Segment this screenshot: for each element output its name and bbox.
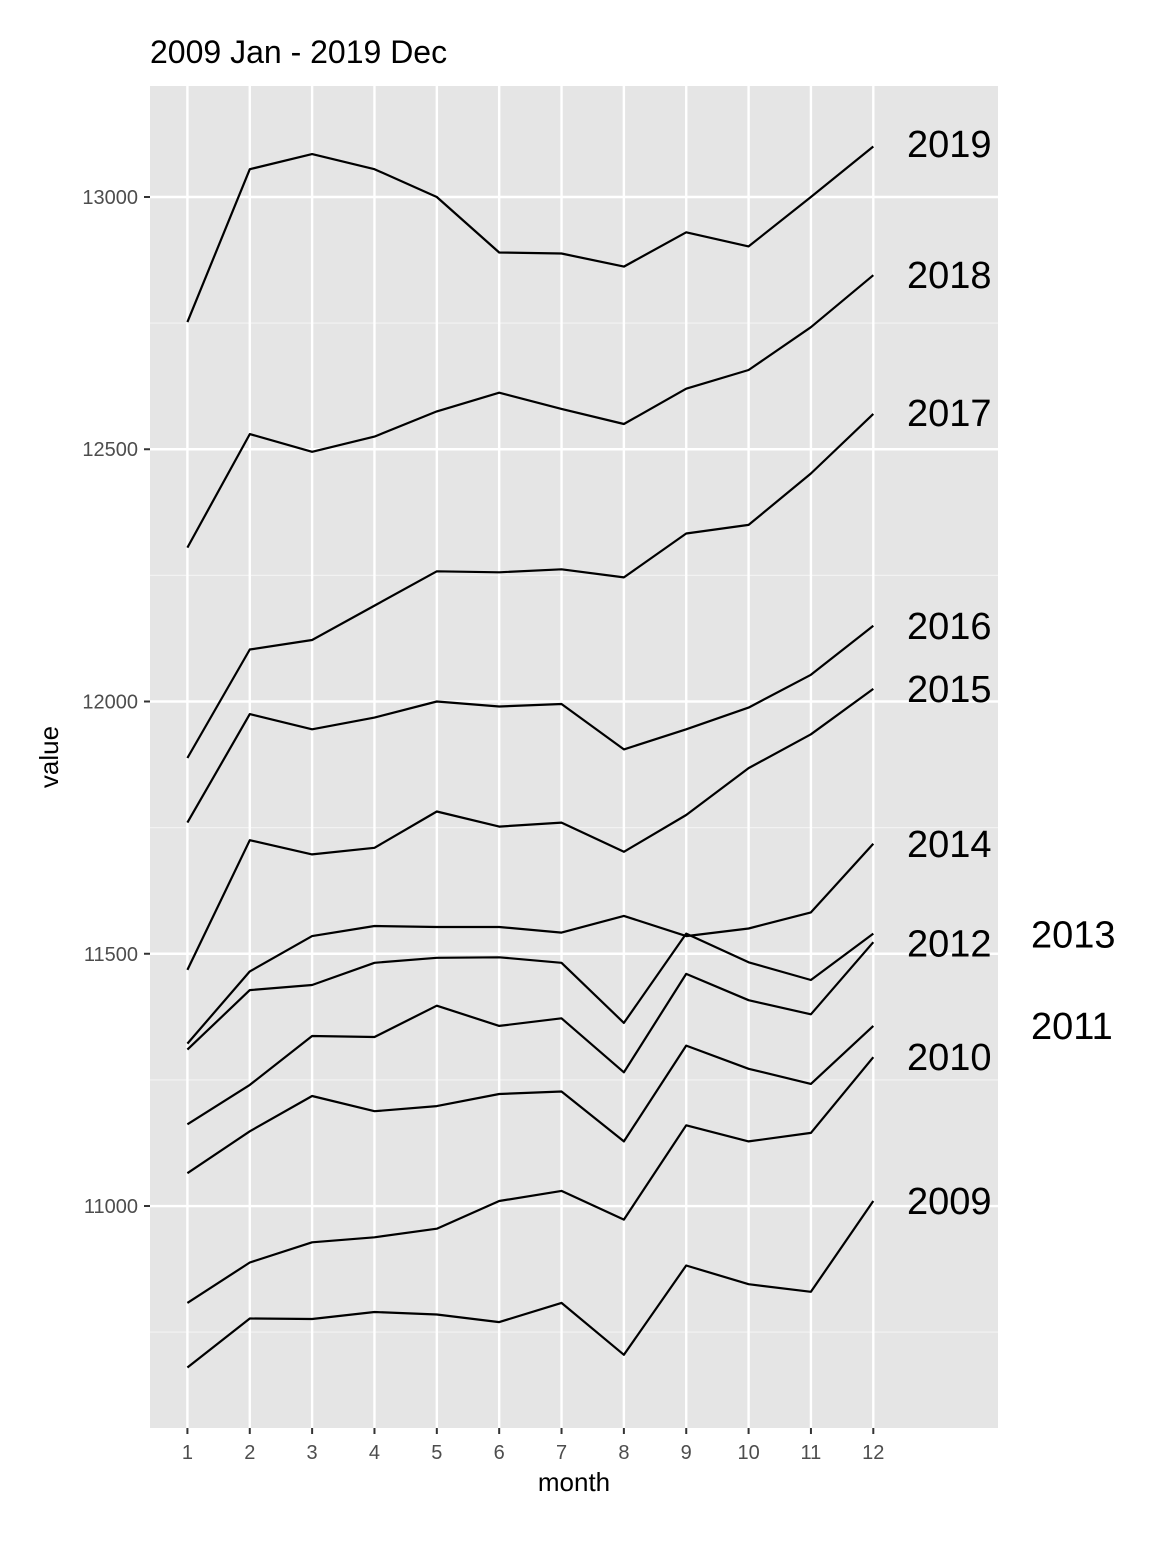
series-label-2013: 2013 <box>1031 915 1116 957</box>
series-label-2017: 2017 <box>907 393 992 435</box>
series-label-2019: 2019 <box>907 124 992 166</box>
series-label-2015: 2015 <box>907 669 992 711</box>
series-label-2012: 2012 <box>907 924 992 966</box>
series-label-2010: 2010 <box>907 1037 992 1079</box>
chart-title: 2009 Jan - 2019 Dec <box>150 34 447 70</box>
series-end-labels: 2019 2018 2017 2016 2015 2014 2013 2012 2011 2010… <box>907 124 1116 1223</box>
series-label-2014: 2014 <box>907 824 992 866</box>
x-tick-label: 3 <box>307 1442 318 1464</box>
series-label-2018: 2018 <box>907 255 992 297</box>
y-axis-title: value <box>34 726 64 788</box>
series-line-2018 <box>186 274 875 549</box>
y-tick-label: 12000 <box>82 692 138 714</box>
series-label-2011: 2011 <box>1031 1006 1113 1048</box>
major-gridlines <box>150 86 998 1428</box>
series-line-2009 <box>186 1200 875 1369</box>
x-tick-label: 11 <box>801 1442 822 1464</box>
y-tick-label: 12500 <box>82 439 138 461</box>
series-label-2016: 2016 <box>907 606 992 648</box>
series-line-2010 <box>186 1056 875 1304</box>
x-tick-label: 4 <box>369 1442 380 1464</box>
x-tick-label: 6 <box>494 1442 505 1464</box>
x-tick-label: 2 <box>244 1442 255 1464</box>
x-tick-label: 7 <box>556 1442 567 1464</box>
x-axis: 1 2 3 4 5 6 7 8 9 10 11 12 <box>182 1428 884 1464</box>
y-tick-label: 11000 <box>84 1196 138 1218</box>
x-tick-label: 8 <box>618 1442 629 1464</box>
plot-panel <box>150 86 998 1428</box>
series-line-2013 <box>186 932 874 1051</box>
x-tick-label: 1 <box>182 1442 193 1464</box>
x-tick-label: 10 <box>737 1442 759 1464</box>
x-tick-label: 12 <box>862 1442 884 1464</box>
x-tick-label: 5 <box>431 1442 442 1464</box>
series-line-2011 <box>186 1025 875 1175</box>
series-line-2015 <box>186 688 874 971</box>
series-label-2009: 2009 <box>907 1181 992 1223</box>
y-tick-label: 13000 <box>82 187 138 209</box>
x-axis-title: month <box>538 1467 610 1497</box>
series-line-2014 <box>186 843 875 1045</box>
series-lines <box>186 145 875 1369</box>
series-line-2019 <box>186 145 874 323</box>
x-tick-label: 9 <box>681 1442 692 1464</box>
y-axis: 11000 11500 12000 12500 13000 <box>82 187 150 1218</box>
series-line-2017 <box>186 413 875 759</box>
series-line-2012 <box>186 941 875 1126</box>
y-tick-label: 11500 <box>84 944 138 966</box>
series-line-2016 <box>186 624 874 824</box>
